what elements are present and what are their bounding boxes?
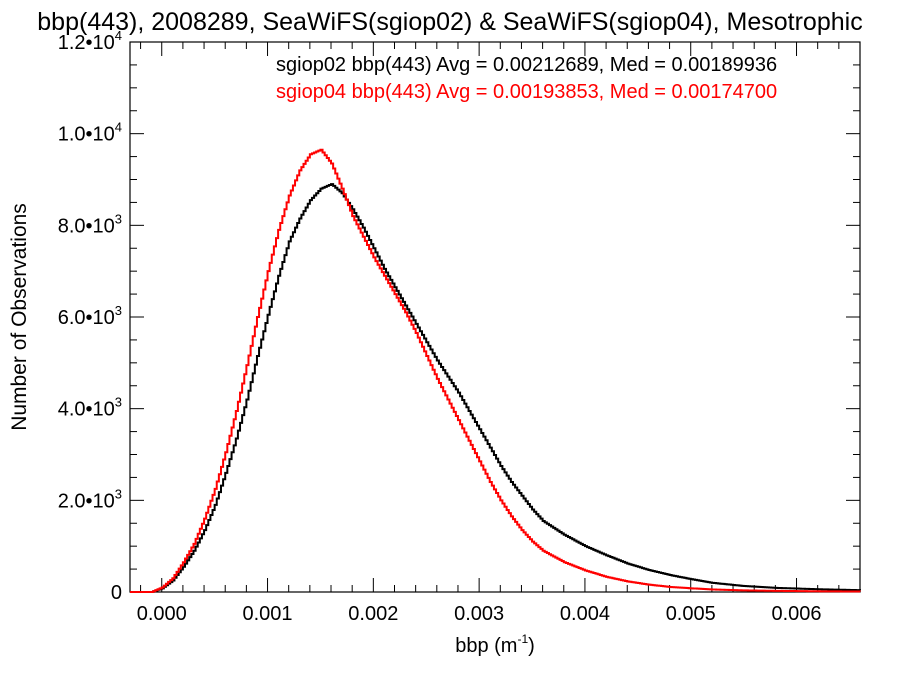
y-tick-label: 1.0•104 (58, 120, 122, 146)
y-tick-label: 2.0•103 (58, 486, 122, 512)
x-tick-label: 0.002 (348, 603, 398, 625)
x-axis-label-superscript: -1 (517, 632, 528, 646)
legend-entry: sgiop04 bbp(443) Avg = 0.00193853, Med =… (276, 81, 777, 103)
x-axis-label-close: ) (528, 635, 535, 657)
series-line-sgiop02 (130, 183, 861, 593)
y-tick-label: 0 (111, 582, 122, 604)
y-tick-label: 1.2•104 (58, 28, 122, 54)
x-tick-label: 0.003 (454, 603, 504, 625)
legend-entry: sgiop02 bbp(443) Avg = 0.00212689, Med =… (276, 54, 777, 76)
y-tick-label: 4.0•103 (58, 395, 122, 421)
x-tick-label: 0.005 (666, 603, 716, 625)
y-tick-label: 8.0•103 (58, 211, 122, 237)
x-tick-label: 0.006 (771, 603, 821, 625)
x-axis-label-main: bbp (m (455, 635, 517, 657)
y-tick-label: 6.0•103 (58, 303, 122, 329)
series-line-sgiop04 (130, 148, 861, 593)
legend: sgiop02 bbp(443) Avg = 0.00212689, Med =… (276, 54, 777, 103)
x-tick-label: 0.001 (243, 603, 293, 625)
y-axis-ticks: 0 2.0•103 4.0•103 6.0•103 8.0•103 1.0•104 1.2•… (58, 28, 860, 604)
series-layer (130, 148, 861, 593)
y-axis-label: Number of Observations (8, 203, 31, 431)
x-axis-label: bbp (m-1) (455, 632, 535, 657)
chart-title: bbp(443), 2008289, SeaWiFS(sgiop02) & Se… (37, 8, 862, 36)
x-tick-label: 0.000 (137, 603, 187, 625)
x-axis-ticks: 0.000 0.001 0.002 0.003 0.004 0.005 0.006 (137, 42, 861, 625)
x-tick-label: 0.004 (560, 603, 610, 625)
